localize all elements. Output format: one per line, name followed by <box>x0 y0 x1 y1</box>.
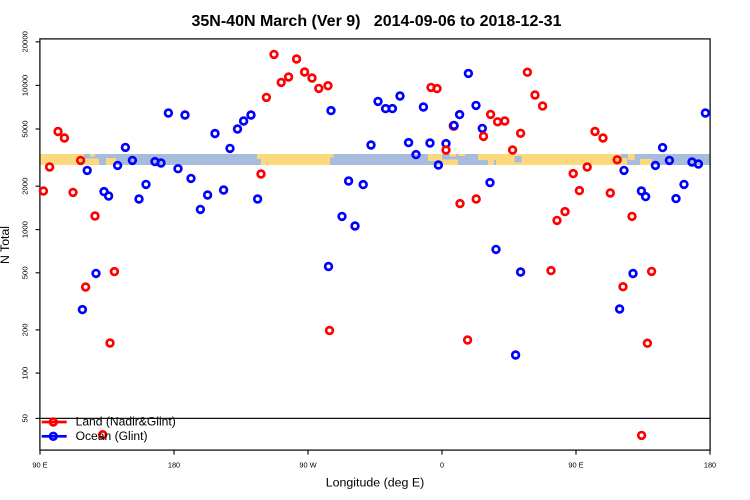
svg-text:100: 100 <box>21 367 30 380</box>
svg-text:2000: 2000 <box>21 178 30 195</box>
svg-text:200: 200 <box>21 323 30 336</box>
svg-text:5000: 5000 <box>21 120 30 137</box>
svg-text:35N-40N March (Ver 9) 2014-0: 35N-40N March (Ver 9) 2014-09-06 to 2018… <box>192 13 562 30</box>
svg-text:20000: 20000 <box>21 31 30 52</box>
svg-text:180: 180 <box>168 461 180 470</box>
svg-text:Ocean (Glint): Ocean (Glint) <box>76 429 148 443</box>
svg-text:0: 0 <box>440 461 444 470</box>
svg-text:Longitude (deg E): Longitude (deg E) <box>326 476 425 490</box>
svg-text:500: 500 <box>21 266 30 279</box>
svg-text:90 E: 90 E <box>568 461 583 470</box>
svg-text:N Total: N Total <box>0 226 12 264</box>
svg-text:50: 50 <box>21 414 30 423</box>
svg-text:180: 180 <box>704 461 716 470</box>
svg-text:Land (Nadir&Glint): Land (Nadir&Glint) <box>76 415 176 429</box>
svg-text:1000: 1000 <box>21 221 30 238</box>
svg-text:90 W: 90 W <box>299 461 316 470</box>
svg-text:90 E: 90 E <box>32 461 47 470</box>
svg-text:10000: 10000 <box>21 75 30 96</box>
